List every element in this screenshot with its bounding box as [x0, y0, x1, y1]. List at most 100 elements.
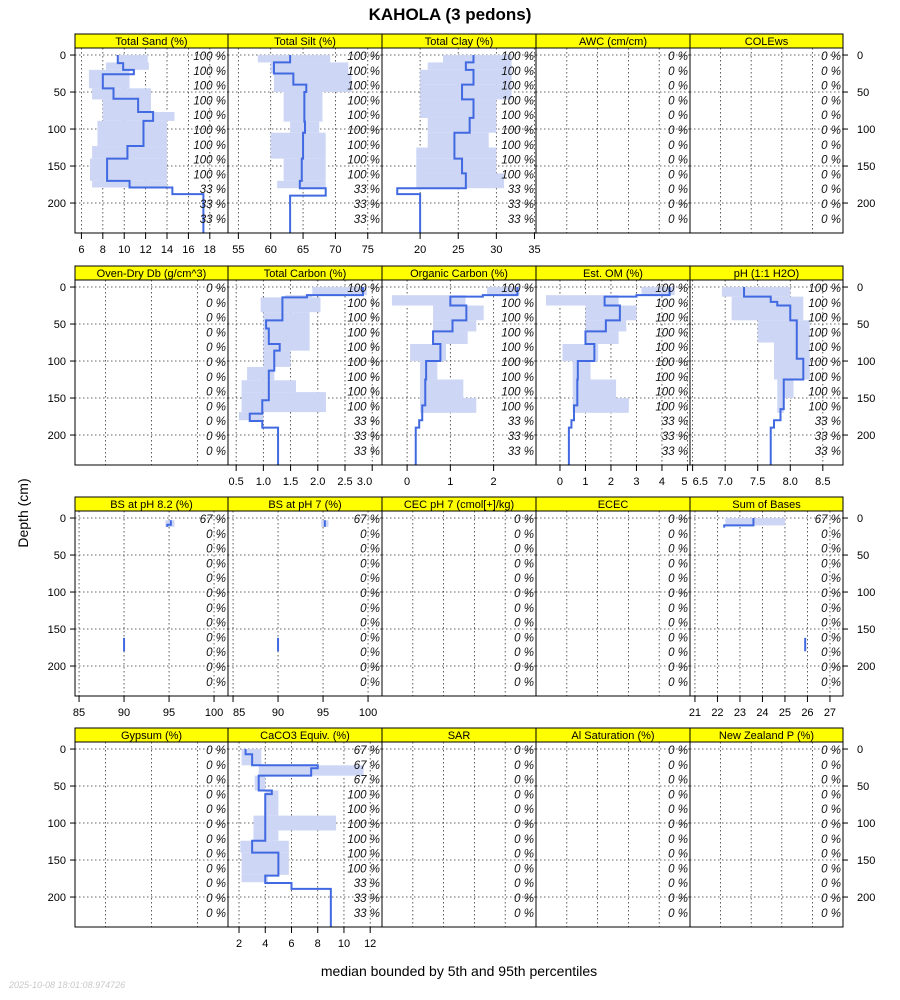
pct-label: 67 %: [815, 514, 841, 526]
percentile-band: [420, 398, 477, 413]
pct-label: 100 %: [655, 313, 688, 325]
pct-label: 0 %: [821, 66, 841, 78]
pct-label: 0 %: [360, 573, 380, 585]
percentile-band: [277, 180, 326, 189]
percentile-band: [257, 55, 331, 63]
panel-frame: [381, 510, 537, 697]
panel-15: Gypsum (%) 0 % 0 % 0 % 0 % 0 % 0 % 0 % 0 % 0 % 0 %…: [74, 727, 229, 928]
timestamp: 2025-10-08 18:01:08.974726: [9, 980, 126, 990]
pct-label: 0 %: [668, 863, 688, 875]
pct-label: 0 %: [206, 387, 226, 399]
percentile-band: [442, 55, 512, 63]
median-line: [567, 287, 671, 465]
pct-label: 0 %: [821, 878, 841, 890]
pct-label: 100 %: [347, 110, 380, 122]
pct-label: 0 %: [821, 125, 841, 137]
pct-label: 100 %: [501, 110, 534, 122]
pct-label: 0 %: [821, 834, 841, 846]
pct-label: 100 %: [501, 342, 534, 354]
pct-label: 100 %: [347, 372, 380, 384]
x-tick-label: 95: [317, 707, 329, 719]
pct-label: 0 %: [360, 603, 380, 615]
pct-label: 67 %: [354, 760, 380, 772]
pct-label: 100 %: [193, 140, 226, 152]
pct-label: 0 %: [668, 618, 688, 630]
y-tick-label-left: 50: [54, 87, 66, 99]
pct-label: 33 %: [354, 908, 380, 920]
x-tick-label: 14: [161, 244, 173, 256]
pct-label: 0 %: [821, 140, 841, 152]
percentile-band: [427, 132, 489, 148]
pct-label: 33 %: [508, 184, 534, 196]
y-tick-label-left: 100: [48, 587, 66, 599]
pct-label: 100 %: [347, 155, 380, 167]
pct-label: 0 %: [514, 514, 534, 526]
x-tick-label: 24: [756, 707, 768, 719]
pct-label: 0 %: [206, 313, 226, 325]
pct-label: 0 %: [206, 760, 226, 772]
pct-label: 100 %: [347, 283, 380, 295]
pct-label: 100 %: [347, 863, 380, 875]
pct-label: 100 %: [808, 372, 841, 384]
panel-title: Total Silt (%): [274, 36, 336, 48]
x-tick-label: 2: [608, 476, 614, 488]
pct-label: 0 %: [514, 745, 534, 757]
pct-label: 100 %: [501, 283, 534, 295]
pct-label: 0 %: [821, 662, 841, 674]
pct-label: 100 %: [501, 140, 534, 152]
pct-label: 0 %: [206, 401, 226, 413]
x-tick-label: 95: [163, 707, 175, 719]
percentile-band: [283, 92, 323, 122]
pct-label: 0 %: [206, 834, 226, 846]
percentile-band: [572, 398, 629, 413]
pct-label: 33 %: [662, 431, 688, 443]
y-tick-label-right: 150: [857, 624, 875, 636]
panel-title: Gypsum (%): [121, 730, 182, 742]
x-tick-label: 26: [801, 707, 813, 719]
pct-label: 100 %: [808, 313, 841, 325]
pct-label: 100 %: [193, 66, 226, 78]
percentile-band: [545, 295, 619, 306]
pct-label: 0 %: [668, 66, 688, 78]
panel-title: BS at pH 7 (%): [268, 499, 341, 511]
x-tick-label: 4: [262, 938, 268, 950]
panel-frame: [689, 510, 844, 697]
pct-label: 100 %: [347, 95, 380, 107]
pct-label: 0 %: [514, 775, 534, 787]
pct-label: 0 %: [514, 632, 534, 644]
pct-label: 100 %: [501, 81, 534, 93]
x-tick-label: 2.0: [310, 476, 325, 488]
pct-label: 33 %: [354, 184, 380, 196]
pct-label: 100 %: [808, 401, 841, 413]
pct-label: 0 %: [206, 819, 226, 831]
pct-label: 0 %: [360, 529, 380, 541]
pct-label: 0 %: [360, 618, 380, 630]
percentile-band: [433, 320, 477, 332]
median-line: [277, 520, 326, 652]
percentile-band: [410, 344, 447, 362]
x-tick-label: 10: [338, 938, 350, 950]
pct-label: 100 %: [501, 155, 534, 167]
percentile-band: [433, 331, 468, 345]
x-tick-label: 8: [315, 938, 321, 950]
median-line: [723, 518, 807, 652]
pct-label: 100 %: [501, 357, 534, 369]
x-tick-label: 1.5: [283, 476, 298, 488]
pct-label: 0 %: [668, 214, 688, 226]
panel-frame: [535, 47, 691, 234]
percentile-band: [487, 287, 520, 296]
y-tick-label-left: 0: [60, 513, 66, 525]
pct-label: 100 %: [501, 169, 534, 181]
pct-label: 0 %: [206, 416, 226, 428]
pct-label: 0 %: [821, 789, 841, 801]
pct-label: 100 %: [347, 834, 380, 846]
pct-label: 0 %: [821, 81, 841, 93]
panel-frame: [227, 510, 383, 697]
pct-label: 0 %: [668, 573, 688, 585]
pct-label: 0 %: [668, 81, 688, 93]
x-tick-label: 25: [779, 707, 791, 719]
panel-frame: [535, 741, 691, 928]
pct-label: 33 %: [354, 446, 380, 458]
percentile-band: [270, 132, 326, 159]
y-tick-label-right: 0: [857, 513, 863, 525]
